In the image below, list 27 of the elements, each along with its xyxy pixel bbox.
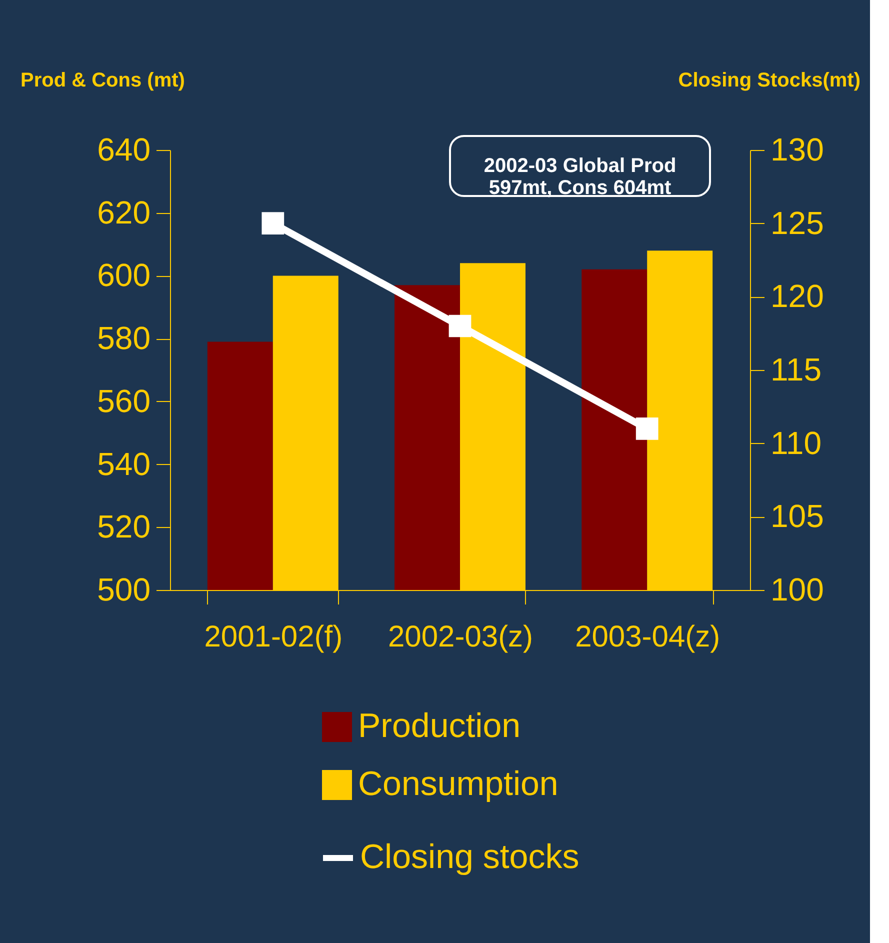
legend-label: Consumption [358, 765, 558, 803]
y2-tick-label: 105 [770, 498, 824, 534]
y-tick-label: 620 [97, 194, 150, 230]
y-tick-label: 600 [97, 257, 150, 294]
y-tick-label: 560 [97, 382, 150, 419]
y2-axis-title: Closing Stocks(mt) [678, 70, 860, 92]
y-tick-label: 500 [97, 572, 150, 608]
x-tick-label: 2003-04(z) [575, 620, 720, 654]
y2-tick-label: 100 [770, 572, 824, 608]
y2-tick-label: 130 [770, 132, 824, 168]
y2-tick-label: 115 [770, 352, 822, 388]
y2-tick-label: 120 [770, 278, 824, 314]
x-tick-label: 2002-03(z) [388, 620, 534, 654]
y2-tick-label: 125 [770, 204, 824, 241]
y-axis-title: Prod & Cons (mt) [20, 70, 185, 92]
y-tick-label: 520 [97, 508, 150, 545]
y2-tick-label: 110 [770, 424, 822, 461]
legend-label: Closing stocks [360, 838, 580, 876]
x-tick-label: 2001-02(f) [204, 620, 343, 654]
point [448, 314, 472, 338]
y-tick-label: 540 [97, 446, 150, 482]
legend-label: Production [358, 707, 521, 745]
annotation: 2002-03 Global Prod 597mt, Cons 604mt [484, 155, 676, 199]
point [262, 212, 284, 235]
point [636, 417, 658, 440]
y-tick-label: 580 [97, 320, 150, 356]
y-tick-label: 640 [97, 132, 150, 168]
